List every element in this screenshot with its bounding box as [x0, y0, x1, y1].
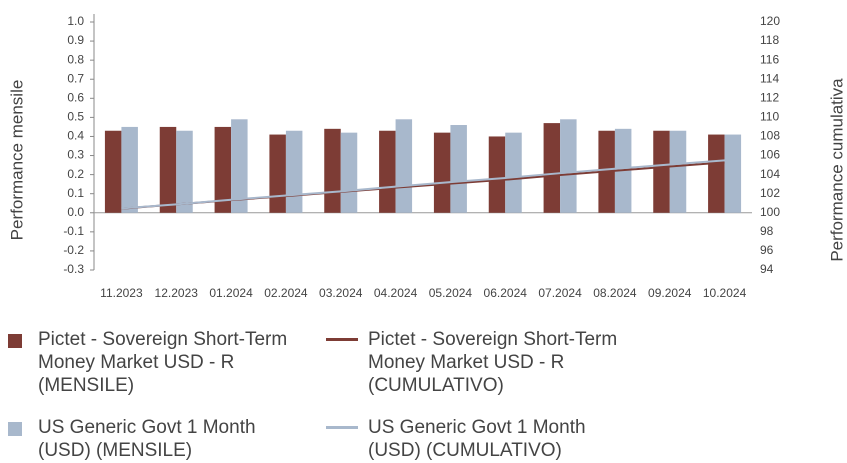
bar [379, 130, 396, 213]
bar [543, 123, 561, 213]
bar [433, 132, 451, 213]
legend-swatch [8, 334, 22, 348]
bar [214, 126, 232, 213]
legend-label: Pictet - Sovereign Short-Term Money Mark… [38, 329, 288, 396]
y-tick-label: 0.3 [67, 148, 84, 162]
y-tick-label: 0.5 [67, 110, 84, 124]
bar [159, 126, 177, 213]
y2-tick-label: 104 [760, 167, 780, 181]
y-tick-label: 0.2 [67, 167, 84, 181]
y2-tick-label: 102 [760, 186, 780, 200]
x-tick-label: 04.2024 [374, 286, 418, 300]
bar [121, 126, 138, 213]
bar [450, 125, 467, 213]
x-tick-label: 11.2023 [100, 286, 143, 300]
y2-tick-label: 94 [760, 262, 774, 276]
y2-tick-label: 114 [760, 71, 779, 85]
legend-swatch [8, 422, 22, 436]
bar [708, 134, 725, 213]
y2-axis-label: Performance cumulativa [827, 78, 846, 262]
bar [669, 130, 687, 213]
bar [176, 130, 193, 213]
x-tick-label: 12.2023 [155, 286, 199, 300]
legend-swatch [326, 426, 358, 429]
bar [560, 119, 577, 213]
y-tick-label: 0.4 [67, 129, 84, 143]
bar [488, 136, 506, 213]
y-tick-label: -0.3 [63, 262, 84, 276]
bar [505, 132, 522, 213]
y-tick-label: 0.7 [67, 71, 84, 85]
legend-swatch [326, 338, 358, 341]
y-tick-label: 0.1 [67, 186, 84, 200]
bar [285, 130, 303, 213]
bar [724, 134, 742, 213]
x-tick-label: 08.2024 [593, 286, 637, 300]
chart: Performance mensile Performance cumulati… [7, 14, 846, 300]
y-axis-label: Performance mensile [7, 80, 26, 241]
bar [395, 119, 413, 213]
x-tick-label: 01.2024 [209, 286, 253, 300]
y2-tick-label: 120 [760, 14, 780, 28]
bar [340, 132, 358, 213]
y-tick-label: 0.6 [67, 90, 84, 104]
y2-tick-label: 98 [760, 224, 774, 238]
x-tick-label: 02.2024 [264, 286, 308, 300]
y-tick-label: 1.0 [67, 14, 84, 28]
y2-tick-label: 108 [760, 129, 780, 143]
y-tick-label: -0.1 [63, 224, 84, 238]
x-tick-label: 07.2024 [538, 286, 582, 300]
y2-tick-label: 96 [760, 243, 774, 257]
x-tick-label: 05.2024 [429, 286, 473, 300]
bar [653, 130, 670, 213]
x-tick-label: 03.2024 [319, 286, 363, 300]
x-tick-label: 10.2024 [703, 286, 747, 300]
legend-label: US Generic Govt 1 Month (USD) (CUMULATIV… [368, 417, 586, 461]
legend-label: Pictet - Sovereign Short-Term Money Mark… [368, 329, 618, 396]
y2-tick-label: 110 [760, 110, 779, 124]
legend-label: US Generic Govt 1 Month (USD) (MENSILE) [38, 417, 256, 461]
y2-tick-label: 116 [760, 52, 779, 66]
y-tick-label: 0.8 [67, 52, 84, 66]
y2-tick-label: 100 [760, 205, 780, 219]
bar [231, 119, 248, 213]
x-tick-label: 09.2024 [648, 286, 692, 300]
line-series [121, 159, 725, 210]
y2-tick-label: 118 [760, 33, 779, 47]
bar [324, 128, 341, 213]
y-tick-label: 0.0 [67, 205, 84, 219]
y-tick-label: 0.9 [67, 33, 84, 47]
y2-tick-label: 106 [760, 148, 780, 162]
y2-tick-label: 112 [760, 90, 779, 104]
bar [104, 130, 122, 213]
y-tick-label: -0.2 [63, 243, 84, 257]
x-tick-label: 06.2024 [484, 286, 528, 300]
bar [269, 134, 286, 213]
